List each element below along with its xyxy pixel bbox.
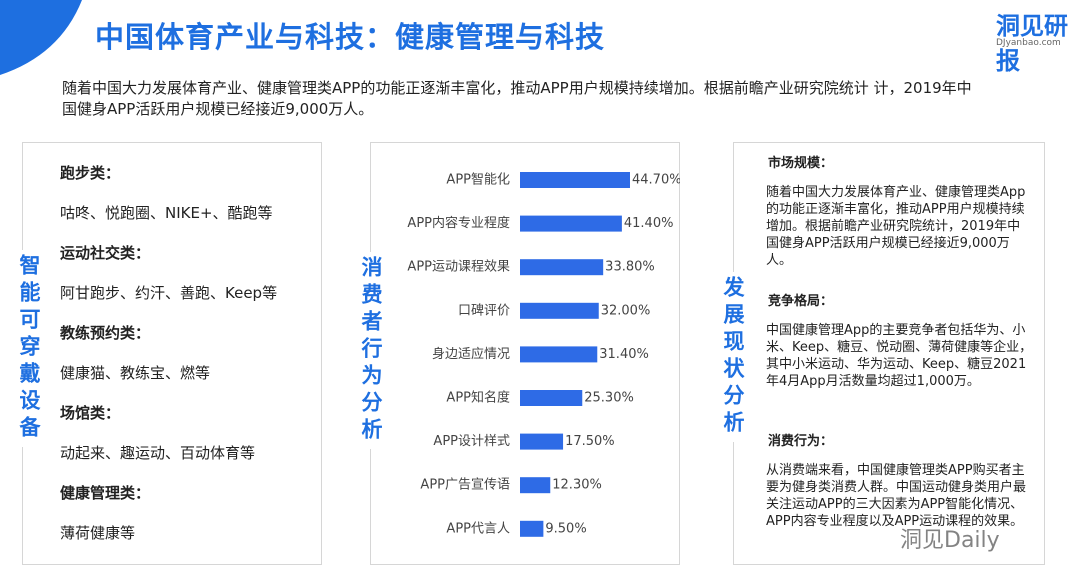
bar (520, 390, 583, 406)
bar (520, 172, 630, 188)
section-text: 随着中国大力发展体育产业、健康管理类App 的功能正逐渐丰富化，推动APP用户规… (766, 185, 1026, 268)
value-label: 31.40% (599, 347, 649, 362)
bar (520, 259, 604, 276)
value-label: 17.50% (565, 434, 615, 449)
watermark: 洞见Daily (900, 528, 1000, 553)
left-label: 智能可穿戴设备 (14, 250, 44, 447)
category-label: APP设计样式 (433, 434, 510, 449)
bar (520, 346, 598, 363)
category-label: APP智能化 (446, 173, 510, 188)
section-text: 咕咚、悦跑圈、NIKE+、酷跑等 (60, 204, 273, 222)
category-label: APP内容专业程度 (407, 215, 510, 231)
bar (520, 520, 544, 537)
bar (520, 433, 564, 450)
section-heading: 场馆类： (60, 404, 121, 422)
value-label: 44.70% (632, 173, 680, 188)
category-label: APP运动课程效果 (407, 260, 510, 275)
value-label: 41.40% (624, 216, 674, 231)
category-label: APP知名度 (446, 390, 510, 406)
intro: 随着中国大力发展体育产业、健康管理类APP的功能正逐渐丰富化，推动APP用户规模… (62, 79, 972, 118)
bar (520, 302, 599, 319)
category-label: 身边适应情况 (432, 346, 510, 362)
right-label: 发展现状分析 (718, 272, 748, 442)
section-text: 健康猫、教练宝、燃等 (60, 364, 211, 382)
value-label: 9.50% (545, 521, 586, 536)
section-heading: 运动社交类： (60, 244, 151, 262)
section-heading: 竞争格局： (768, 294, 834, 309)
section-heading: 教练预约类： (60, 324, 151, 342)
logo: 洞见研报 (996, 12, 1068, 75)
value-label: 33.80% (605, 260, 655, 275)
middle-label: 消费者行为分析 (356, 252, 386, 449)
section-heading: 健康管理类： (60, 484, 151, 502)
chart: APP智能化 44.70% APP内容专业程度 41.40% APP运动课程效果 33.8… (407, 172, 680, 537)
section-heading: 市场规模： (768, 156, 834, 171)
value-label: 32.00% (601, 303, 651, 318)
section-text: 动起来、趣运动、百动体育等 (60, 444, 256, 462)
title: 中国体育产业与科技：健康管理与科技 (95, 20, 606, 54)
section-heading: 消费行为： (768, 434, 834, 449)
corner-shape (0, 0, 82, 75)
category-label: APP广告宣传语 (420, 477, 510, 493)
logo-url: DJyanbao.com (996, 38, 1061, 48)
section-heading: 跑步类： (60, 164, 121, 182)
category-label: 口碑评价 (458, 302, 510, 318)
category-label: APP代言人 (446, 521, 510, 536)
section-text: 薄荷健康等 (60, 524, 136, 542)
bar (520, 477, 551, 494)
bar (520, 215, 622, 232)
section-text: 阿甘跑步、约汗、善跑、Keep等 (60, 284, 278, 302)
value-label: 12.30% (552, 478, 602, 493)
section-text: 从消费端来看，中国健康管理类APP购买者主要为健身类消费人群。中国运动健身类用户… (766, 463, 1027, 529)
value-label: 25.30% (584, 391, 634, 406)
section-text: 中国健康管理App的主要竞争者包括华为、小米、Keep、糖豆、悦动圈、薄荷健康等… (766, 323, 1033, 389)
